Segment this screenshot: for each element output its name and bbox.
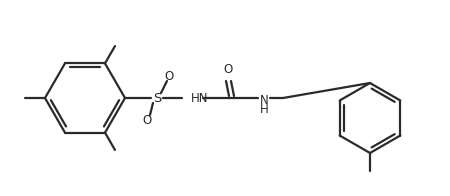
Text: O: O (223, 63, 233, 75)
Text: H: H (260, 103, 268, 115)
Text: O: O (164, 70, 174, 83)
Text: HN: HN (191, 92, 208, 104)
Text: S: S (153, 92, 161, 104)
Text: O: O (142, 113, 152, 126)
Text: N: N (260, 93, 268, 106)
